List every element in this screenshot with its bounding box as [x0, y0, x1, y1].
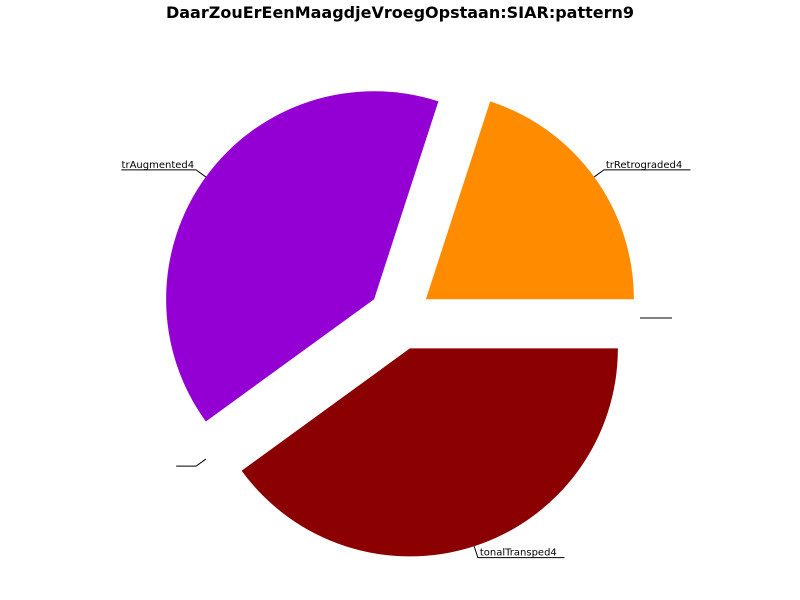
leader-line-traugmented4: [121, 169, 207, 178]
pie-slice-trretrograded4: [425, 101, 634, 300]
slice-label-trretrograded4: trRetrograded4: [606, 160, 682, 171]
leader-line-tonaltransped4: [473, 546, 565, 559]
slice-label-tonaltransped4: tonalTransped4: [480, 548, 557, 559]
leader-line-unlabeled: [176, 458, 207, 467]
chart-title: DaarZouErEenMaagdjeVroegOpstaan:SIAR:pat…: [165, 3, 635, 22]
pie-slices: [166, 91, 634, 557]
slice-label-traugmented4: trAugmented4: [122, 160, 195, 171]
pie-labels: trRetrograded4 trAugmented4 tonalTransped4: [121, 160, 691, 559]
pie-slice-traugmented4: [166, 91, 439, 422]
pie-slice-tonaltransped4: [241, 348, 618, 557]
leader-line-trretrograded4: [593, 169, 691, 178]
